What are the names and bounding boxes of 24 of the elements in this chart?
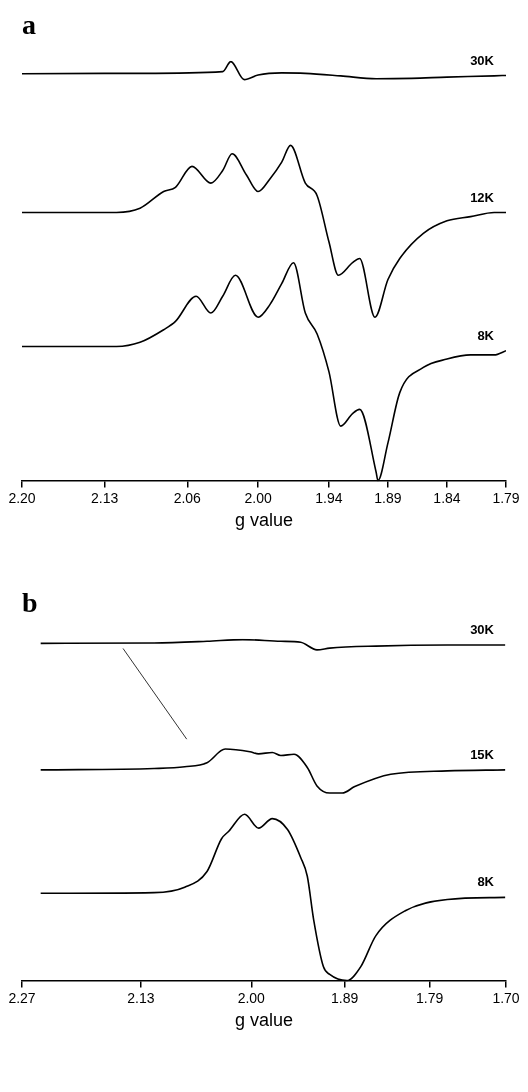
x-tick-label: 1.79 xyxy=(492,489,520,506)
chart-title: a xyxy=(22,9,36,41)
x-tick-label: 1.89 xyxy=(331,989,359,1006)
series-label: 8K xyxy=(477,327,495,343)
x-tick-label: 2.06 xyxy=(173,489,202,506)
series-label: 15K xyxy=(470,746,495,762)
chart-title: b xyxy=(22,587,38,619)
series-label: 12K xyxy=(470,189,495,205)
x-axis-title: g value xyxy=(234,1010,294,1031)
series-label: 8K xyxy=(477,874,495,890)
x-tick-label: 2.27 xyxy=(8,989,36,1006)
x-tick-label: 2.13 xyxy=(91,489,119,506)
x-tick-label: 1.89 xyxy=(374,489,402,506)
x-tick-label: 1.84 xyxy=(433,489,461,506)
series-label: 30K xyxy=(470,622,495,638)
x-tick-label: 1.70 xyxy=(492,989,520,1006)
x-tick-label: 1.94 xyxy=(315,489,343,506)
x-tick-label: 2.20 xyxy=(8,489,36,506)
x-axis-title: g value xyxy=(234,510,294,531)
x-tick-label: 1.79 xyxy=(415,989,444,1006)
x-tick-label: 2.00 xyxy=(244,489,272,506)
x-tick-label: 2.13 xyxy=(127,989,155,1006)
series-label: 30K xyxy=(470,52,495,68)
x-tick-label: 2.00 xyxy=(237,989,266,1006)
